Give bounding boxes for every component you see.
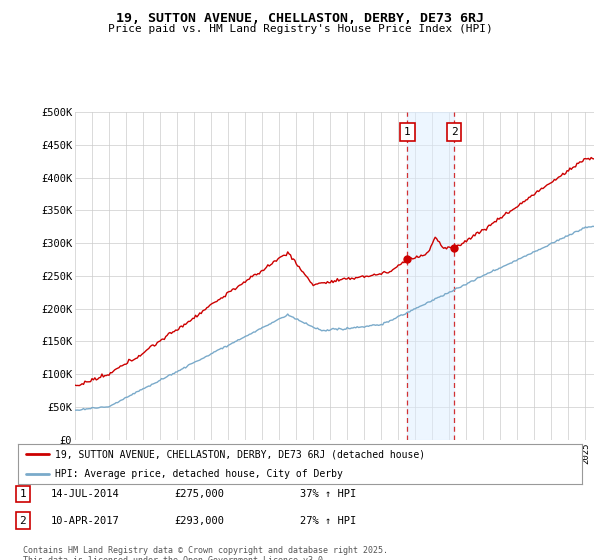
Text: 37% ↑ HPI: 37% ↑ HPI <box>300 489 356 499</box>
Text: 14-JUL-2014: 14-JUL-2014 <box>51 489 120 499</box>
Text: 19, SUTTON AVENUE, CHELLASTON, DERBY, DE73 6RJ: 19, SUTTON AVENUE, CHELLASTON, DERBY, DE… <box>116 12 484 25</box>
Text: £293,000: £293,000 <box>174 516 224 526</box>
Text: 19, SUTTON AVENUE, CHELLASTON, DERBY, DE73 6RJ (detached house): 19, SUTTON AVENUE, CHELLASTON, DERBY, DE… <box>55 449 425 459</box>
Text: 27% ↑ HPI: 27% ↑ HPI <box>300 516 356 526</box>
Text: £275,000: £275,000 <box>174 489 224 499</box>
Text: Contains HM Land Registry data © Crown copyright and database right 2025.
This d: Contains HM Land Registry data © Crown c… <box>23 546 388 560</box>
Text: 1: 1 <box>19 489 26 499</box>
Text: Price paid vs. HM Land Registry's House Price Index (HPI): Price paid vs. HM Land Registry's House … <box>107 24 493 34</box>
Bar <box>407 112 454 440</box>
Text: 10-APR-2017: 10-APR-2017 <box>51 516 120 526</box>
Text: 2: 2 <box>451 127 457 137</box>
Text: 2: 2 <box>19 516 26 526</box>
Text: 1: 1 <box>404 127 411 137</box>
Text: HPI: Average price, detached house, City of Derby: HPI: Average price, detached house, City… <box>55 469 343 479</box>
